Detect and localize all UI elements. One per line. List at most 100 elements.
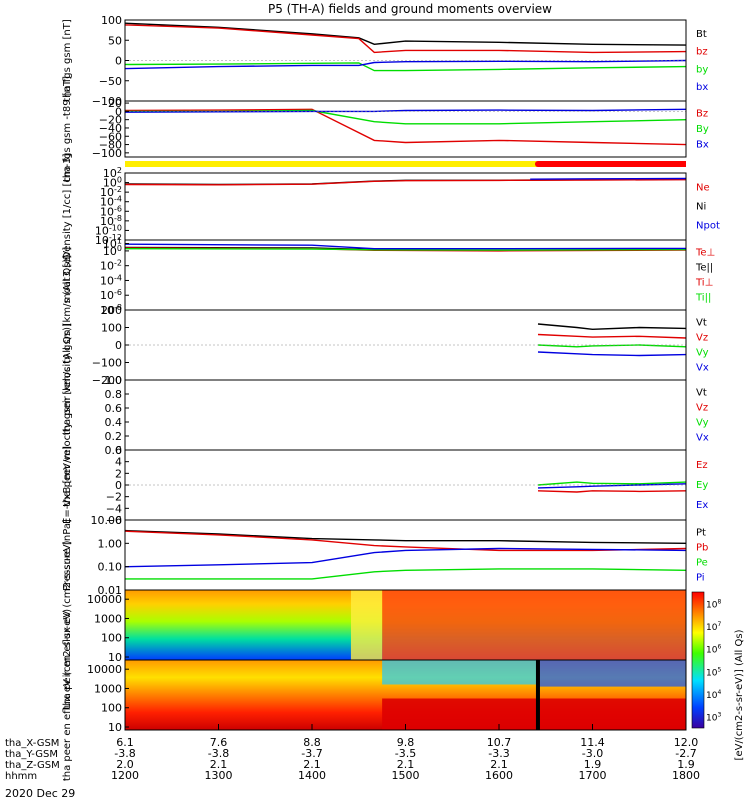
- time-row-label: tha_X-GSM: [5, 738, 59, 749]
- legend-fgs_gsm-3: bx: [696, 82, 708, 93]
- legend-density-1: Ni: [696, 202, 706, 213]
- moat3-ytick-label: 10-4: [100, 273, 122, 287]
- figure-title: P5 (TH-A) fields and ground moments over…: [268, 2, 552, 16]
- time-row-value: -3.5: [395, 747, 416, 760]
- density-ytick-label: 100: [103, 176, 122, 190]
- legend-moat3-0: Te⊥: [695, 248, 715, 259]
- density-ytick-label: 10-4: [100, 195, 122, 209]
- fgs_gsm_t89-ytick-label: −100: [92, 147, 122, 160]
- peer_en_eflux-ytick-label: 1000: [94, 682, 122, 695]
- peir_en_eflux-ylabel: tha peir en eflux eV (cm2-s-sr-eV): [62, 540, 73, 709]
- legend-peir_velocity-2: Vy: [696, 348, 709, 359]
- time-row-value: 12.0: [674, 736, 699, 749]
- time-row-value: -3.7: [301, 747, 322, 760]
- series-density-Ne: [124, 179, 687, 186]
- pressure-ylabel: Pressure [nPa]: [62, 519, 73, 591]
- time-row-value: -3.8: [114, 747, 135, 760]
- legend-fgs_gsm_t89-0: Bz: [696, 109, 708, 120]
- colorbar-tick-label: 103: [706, 712, 721, 724]
- mode-bar: [125, 161, 686, 167]
- series-pressure-Pe: [125, 568, 687, 580]
- legend-density-2: Npot: [696, 221, 720, 232]
- spectrogram-colorbar: 103 104 105 106 107 108 [eV/(cm2-s-sr-eV)] (Al…: [691, 591, 745, 760]
- fgs_gsm_t89-ylabel: tha fgs gsm -t89 [nT]: [62, 76, 73, 182]
- moat3-ytick-label: 10-6: [100, 288, 122, 302]
- peir_en_eflux-ytick-label: 10: [108, 651, 122, 664]
- data-gap-line: [535, 660, 540, 730]
- pressure-ytick-label: 1.00: [98, 537, 123, 550]
- peer_en_eflux-ytick-label: 10: [108, 721, 122, 734]
- panel-peer_velocity: 1.00.80.60.40.20.0 tha peer velocity gsm …: [62, 323, 709, 507]
- time-row-value: 1800: [672, 769, 700, 782]
- time-row-value: 2.1: [210, 758, 228, 771]
- peer_en_eflux-ylabel: tha peer en eflux eV (cm2-s-sr-eV): [62, 609, 73, 781]
- peer_velocity-frame: [124, 379, 687, 451]
- fgs_gsm-ytick-label: −100: [92, 95, 122, 108]
- time-row-value: 1.9: [584, 758, 602, 771]
- time-row-value: 1400: [298, 769, 326, 782]
- efield-ytick-label: 2: [115, 467, 122, 480]
- fgs_gsm_t89-ytick-label: −60: [99, 130, 122, 143]
- moat3-ytick-label: 101: [103, 237, 122, 251]
- peir_velocity-ytick-label: 200: [101, 304, 122, 317]
- panel-peir_velocity: 200 100 0 −100 −200 tha peir velocity gsm [km…: [62, 255, 709, 436]
- fgs_gsm_t89-ytick-label: 20: [108, 97, 122, 110]
- time-row-value: 2.0: [116, 758, 134, 771]
- legend-fgs_gsm-0: Bt: [696, 29, 707, 40]
- legend-peer_velocity-2: Vy: [696, 418, 709, 429]
- density-ytick-label: 10-8: [100, 214, 122, 228]
- series-fgs_gsm-bz: [124, 24, 687, 54]
- pressure-ytick-label: 0.01: [98, 584, 123, 597]
- pressure-ytick-label: 0.10: [98, 561, 123, 574]
- legend-fgs_gsm_t89-2: Bx: [696, 139, 709, 150]
- legend-pressure-3: Pi: [696, 573, 705, 584]
- series-density-Npot: [530, 177, 687, 180]
- peer_velocity-ytick-label: 0.2: [105, 430, 123, 443]
- legend-pressure-1: Pb: [696, 543, 708, 554]
- peer_velocity-ytick-label: 0.6: [105, 402, 123, 415]
- mode-bar-red: [537, 161, 686, 167]
- time-row-value: 1500: [392, 769, 420, 782]
- pressure-ytick-label: 10.00: [91, 514, 123, 527]
- density-frame: [124, 172, 687, 241]
- series-fgs_gsm-Bt: [124, 22, 687, 46]
- legend-density-0: Ne: [696, 183, 710, 194]
- density-ytick-label: 10-2: [100, 185, 122, 199]
- peir_en_eflux-ytick-label: 10000: [87, 593, 122, 606]
- legend-fgs_gsm-2: by: [696, 64, 708, 75]
- density-ytick-label: 10-6: [100, 204, 122, 218]
- peir_en_eflux-ytick-label: 100: [101, 632, 122, 645]
- efield-ytick-label: −4: [106, 502, 122, 515]
- time-row-value: 11.4: [580, 736, 605, 749]
- peir_velocity-ytick-label: −100: [92, 357, 122, 370]
- time-row-value: 2.1: [303, 758, 321, 771]
- fgs_gsm-ytick-label: 50: [108, 34, 122, 47]
- efield-ylabel: E=-VxB [mV/m]: [62, 446, 73, 524]
- series-peir_velocity-Vt: [537, 323, 687, 331]
- peer_en_eflux-ytick-label: 10000: [87, 663, 122, 676]
- series-moat3-Ti||: [124, 247, 687, 251]
- time-row-value: 1700: [579, 769, 607, 782]
- time-row-value: -2.7: [675, 747, 696, 760]
- time-row-label: tha_Y-GSM: [5, 749, 58, 760]
- efield-ytick-label: 4: [115, 456, 122, 469]
- time-row-value: 8.8: [303, 736, 321, 749]
- efield-ytick-label: 6: [115, 444, 122, 457]
- panel-fgs_gsm: 100 50 0 −50 −100 tha fgs gsm [nT] Bt bz by bx: [62, 14, 708, 108]
- time-row-value: -3.3: [488, 747, 509, 760]
- peer_velocity-ytick-label: 0.8: [105, 388, 123, 401]
- colorbar-scale: [691, 591, 705, 729]
- time-row-value: 9.8: [397, 736, 415, 749]
- peer_velocity-ylabel: tha peer velocity gsm [km/s (All Qs)]: [62, 323, 73, 507]
- date-label: 2020 Dec 29: [5, 787, 75, 800]
- fgs_gsm_t89-ytick-label: 0: [115, 105, 122, 118]
- peir_velocity-ytick-label: 0: [115, 339, 122, 352]
- colorbar-tick-label: 104: [706, 689, 721, 701]
- time-row-value: 1300: [205, 769, 233, 782]
- time-row-value: 1200: [111, 769, 139, 782]
- legend-efield-0: Ez: [696, 460, 708, 471]
- time-row-value: 1.9: [677, 758, 695, 771]
